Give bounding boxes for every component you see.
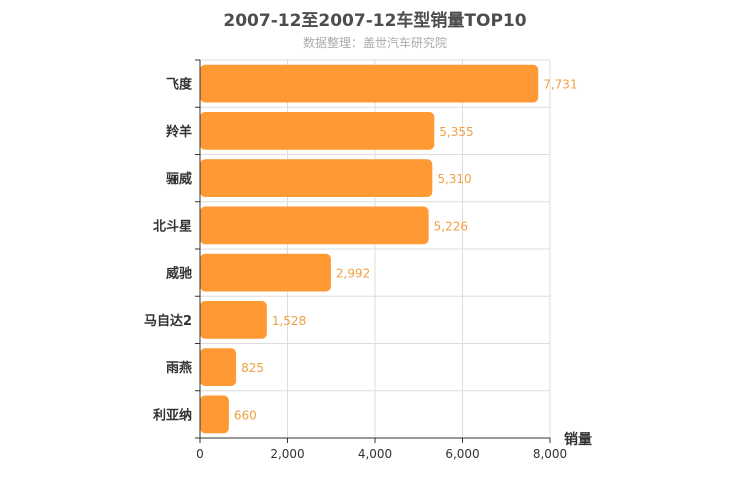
bar-2 [200,111,435,150]
x-tick-label: 0 [196,447,204,461]
x-tick-label: 4,000 [358,447,392,461]
data-label: 825 [241,361,264,375]
chart-subtitle: 数据整理：盖世汽车研究院 [302,36,447,50]
bar-8 [200,395,229,434]
category-label: 骊威 [166,171,192,187]
data-label: 5,310 [437,172,471,186]
data-label: 5,226 [434,219,468,233]
bar-4 [200,206,429,245]
category-label: 北斗星 [153,219,192,234]
x-tick-label: 8,000 [533,447,567,461]
bar-5 [200,253,331,292]
data-label: 7,731 [543,78,577,92]
category-label: 羚羊 [166,124,192,140]
data-label: 5,355 [439,125,473,139]
bar-1 [200,64,539,103]
bar-6 [200,300,267,339]
bar-7 [200,348,237,387]
data-label: 660 [234,408,257,422]
x-tick-label: 2,000 [270,447,304,461]
x-axis-label: 销量 [564,431,592,448]
x-tick-label: 6,000 [445,447,479,461]
chart-title: 2007-12至2007-12车型销量TOP10 [223,11,527,31]
data-label: 1,528 [272,314,306,328]
category-label: 马自达2 [144,313,192,329]
category-label: 威驰 [166,266,192,282]
category-label: 利亚纳 [153,407,192,423]
category-label: 雨燕 [166,360,192,376]
category-label: 飞度 [166,77,193,93]
bar-3 [200,159,433,198]
data-label: 2,992 [336,267,370,281]
